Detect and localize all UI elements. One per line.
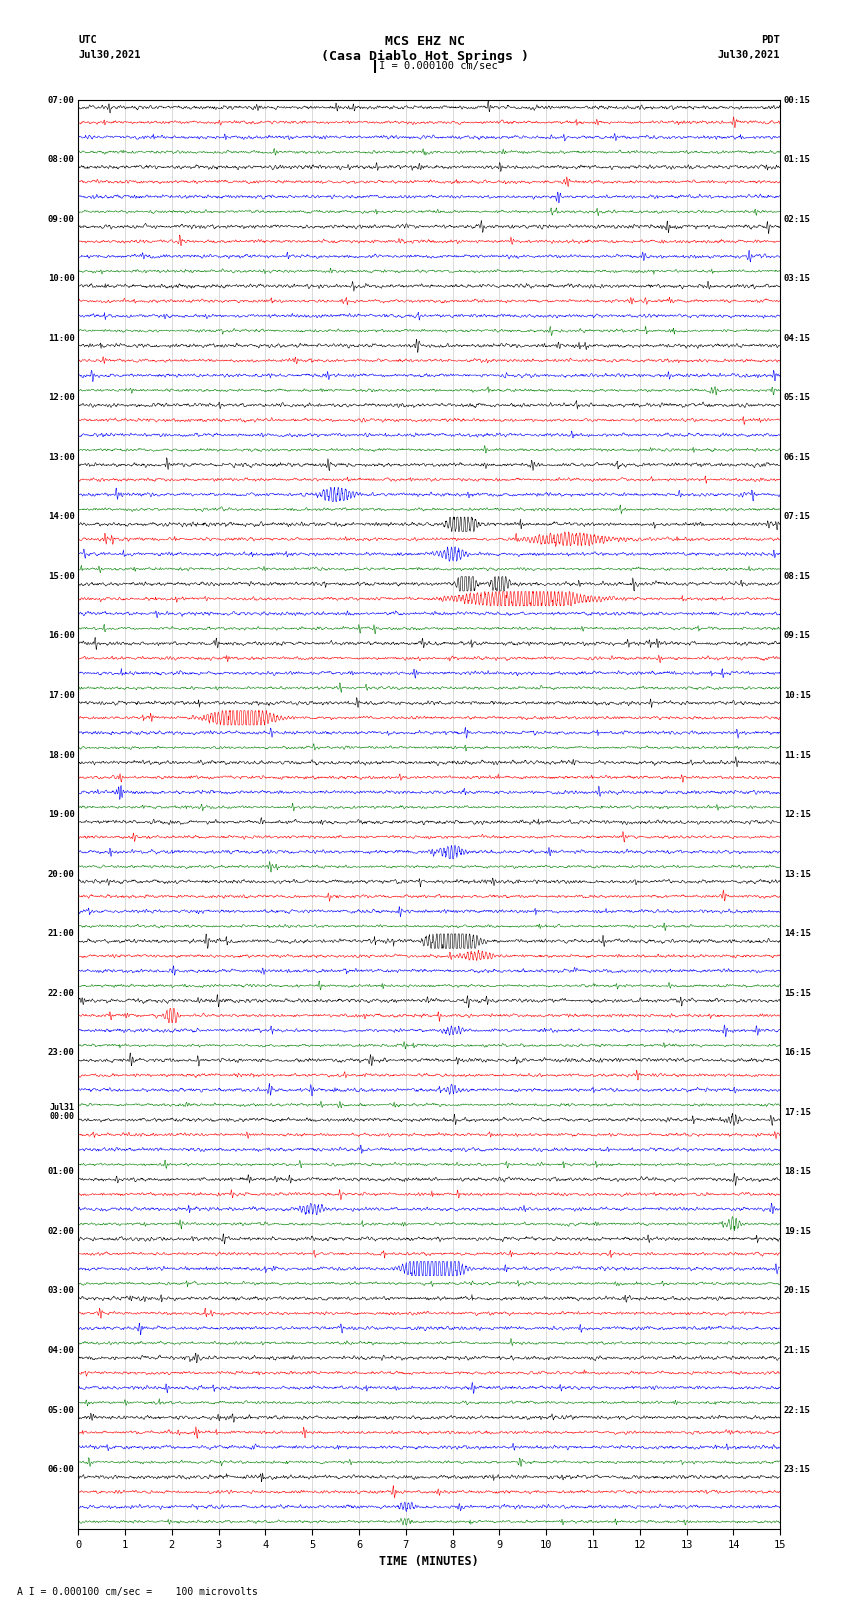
Text: 05:15: 05:15 (784, 394, 811, 402)
Text: MCS EHZ NC: MCS EHZ NC (385, 35, 465, 48)
Text: 02:15: 02:15 (784, 215, 811, 224)
Text: 21:15: 21:15 (784, 1345, 811, 1355)
Text: 07:15: 07:15 (784, 513, 811, 521)
Text: 13:00: 13:00 (48, 453, 75, 461)
Text: 20:00: 20:00 (48, 869, 75, 879)
Text: Jul30,2021: Jul30,2021 (717, 50, 780, 60)
Text: 03:00: 03:00 (48, 1287, 75, 1295)
Text: PDT: PDT (762, 35, 780, 45)
Text: 23:00: 23:00 (48, 1048, 75, 1057)
X-axis label: TIME (MINUTES): TIME (MINUTES) (379, 1555, 479, 1568)
Text: 19:00: 19:00 (48, 810, 75, 819)
Text: 10:00: 10:00 (48, 274, 75, 284)
Text: 06:15: 06:15 (784, 453, 811, 461)
Text: 08:00: 08:00 (48, 155, 75, 165)
Text: 14:00: 14:00 (48, 513, 75, 521)
Text: 00:00: 00:00 (49, 1113, 75, 1121)
Text: I = 0.000100 cm/sec: I = 0.000100 cm/sec (379, 61, 498, 71)
Text: 18:00: 18:00 (48, 750, 75, 760)
Text: 09:15: 09:15 (784, 631, 811, 640)
Text: 10:15: 10:15 (784, 690, 811, 700)
Text: 16:00: 16:00 (48, 631, 75, 640)
Text: (Casa Diablo Hot Springs ): (Casa Diablo Hot Springs ) (321, 50, 529, 63)
Text: 17:15: 17:15 (784, 1108, 811, 1116)
Text: 20:15: 20:15 (784, 1287, 811, 1295)
Text: 03:15: 03:15 (784, 274, 811, 284)
Text: 11:15: 11:15 (784, 750, 811, 760)
Text: A I = 0.000100 cm/sec =    100 microvolts: A I = 0.000100 cm/sec = 100 microvolts (17, 1587, 258, 1597)
Text: 16:15: 16:15 (784, 1048, 811, 1057)
Text: 15:15: 15:15 (784, 989, 811, 998)
Text: Jul31: Jul31 (49, 1103, 75, 1113)
Text: 12:00: 12:00 (48, 394, 75, 402)
Text: 12:15: 12:15 (784, 810, 811, 819)
Text: 08:15: 08:15 (784, 573, 811, 581)
Text: 01:00: 01:00 (48, 1168, 75, 1176)
Text: 13:15: 13:15 (784, 869, 811, 879)
Text: UTC: UTC (78, 35, 97, 45)
Text: 07:00: 07:00 (48, 95, 75, 105)
Text: 21:00: 21:00 (48, 929, 75, 939)
Text: 18:15: 18:15 (784, 1168, 811, 1176)
Text: 01:15: 01:15 (784, 155, 811, 165)
Text: 05:00: 05:00 (48, 1405, 75, 1415)
Text: 23:15: 23:15 (784, 1465, 811, 1474)
Text: 02:00: 02:00 (48, 1227, 75, 1236)
Text: 15:00: 15:00 (48, 573, 75, 581)
Text: 22:15: 22:15 (784, 1405, 811, 1415)
Text: Jul30,2021: Jul30,2021 (78, 50, 141, 60)
Text: 04:15: 04:15 (784, 334, 811, 342)
Text: 22:00: 22:00 (48, 989, 75, 998)
Text: 09:00: 09:00 (48, 215, 75, 224)
Text: 19:15: 19:15 (784, 1227, 811, 1236)
Text: 11:00: 11:00 (48, 334, 75, 342)
Text: 04:00: 04:00 (48, 1345, 75, 1355)
Text: 17:00: 17:00 (48, 690, 75, 700)
Text: 06:00: 06:00 (48, 1465, 75, 1474)
Text: 00:15: 00:15 (784, 95, 811, 105)
Text: 14:15: 14:15 (784, 929, 811, 939)
